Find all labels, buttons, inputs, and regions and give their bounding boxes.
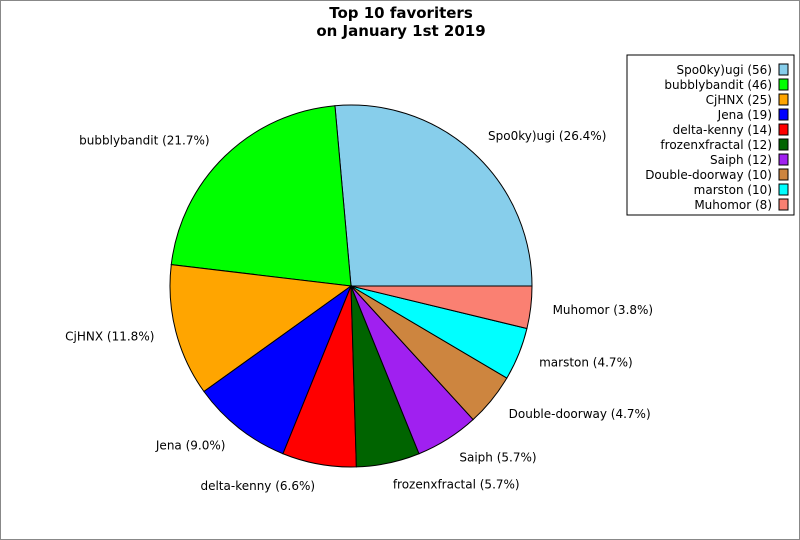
- legend-entry: CjHNX (25): [706, 93, 772, 107]
- legend-entry: Jena (19): [717, 108, 772, 122]
- slice-label: Muhomor (3.8%): [553, 303, 654, 317]
- legend-swatch: [778, 123, 789, 136]
- slice-label: Double-doorway (4.7%): [509, 407, 651, 421]
- legend-swatch: [778, 183, 789, 196]
- legend-entry: delta-kenny (14): [673, 123, 772, 137]
- legend-swatch: [778, 168, 789, 181]
- slice-label: frozenxfractal (5.7%): [393, 478, 520, 492]
- legend-entry: Muhomor (8): [694, 198, 772, 212]
- chart-title-line-1: Top 10 favoriters: [329, 4, 473, 22]
- slice-label: Spo0ky)ugi (26.4%): [488, 129, 606, 143]
- legend-entry: frozenxfractal (12): [660, 138, 772, 152]
- slice-label: Jena (9.0%): [155, 439, 226, 453]
- pie-slice-muhomor: [350, 285, 533, 330]
- legend-swatch: [778, 63, 789, 76]
- pie-slice-cjhnx: [169, 264, 353, 393]
- slice-label: marston (4.7%): [539, 355, 633, 369]
- legend-swatch: [778, 198, 789, 211]
- slice-label: bubblybandit (21.7%): [79, 133, 209, 147]
- legend-swatch: [778, 93, 789, 106]
- legend-entry: Spo0ky)ugi (56): [676, 63, 772, 77]
- legend-entry: Double-doorway (10): [645, 168, 772, 182]
- slice-label: CjHNX (11.8%): [65, 330, 154, 344]
- legend-swatch: [778, 78, 789, 91]
- legend-swatch: [778, 138, 789, 151]
- pie-slice-jena: [203, 284, 353, 455]
- legend-swatch: [778, 108, 789, 121]
- pie-slice-bubblybandit: [170, 105, 352, 287]
- slice-label: delta-kenny (6.6%): [200, 479, 315, 493]
- legend-swatch: [778, 153, 789, 166]
- pie-slice-spo0ky-ugi: [334, 104, 533, 287]
- legend-entry: Saiph (12): [710, 153, 772, 167]
- slice-label: Saiph (5.7%): [459, 451, 536, 465]
- chart-title-line-2: on January 1st 2019: [316, 22, 485, 40]
- legend-entry: marston (10): [694, 183, 772, 197]
- legend-box: [626, 54, 795, 216]
- legend-entry: bubblybandit (46): [664, 78, 772, 92]
